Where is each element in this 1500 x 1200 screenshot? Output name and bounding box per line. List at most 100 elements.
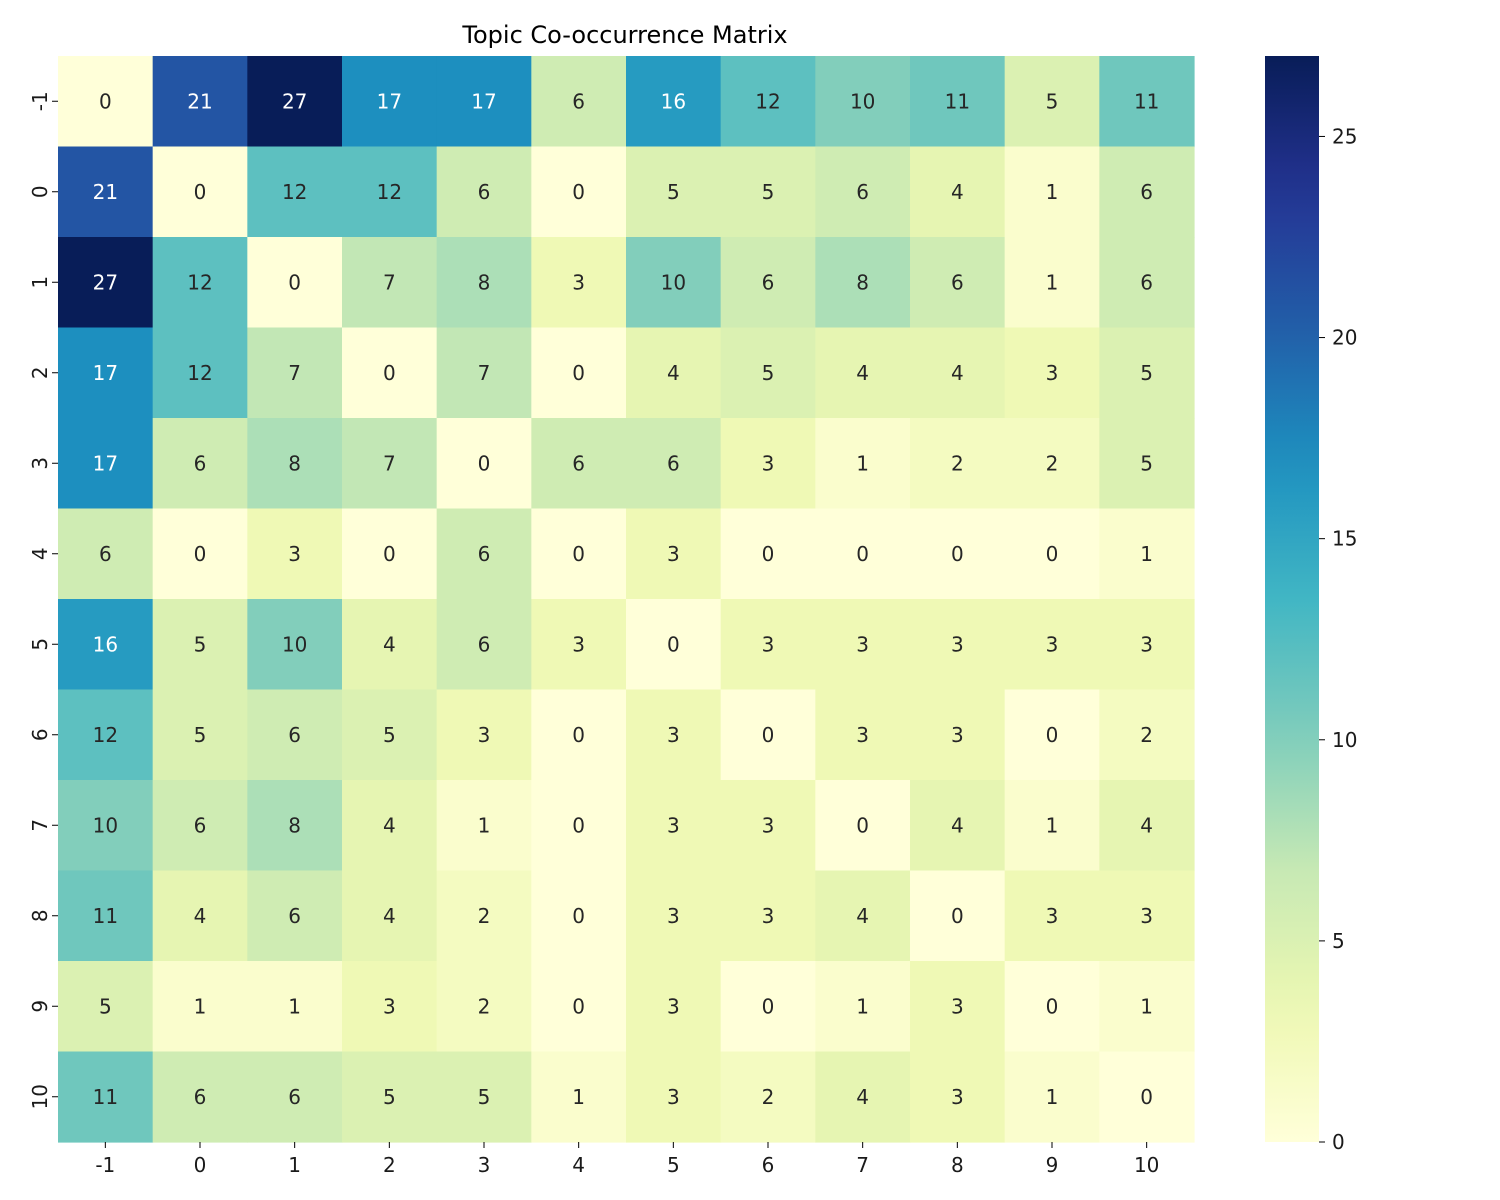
cell-2-8: [910, 327, 1006, 419]
cell-value-label: 6: [667, 451, 680, 475]
cell-5-10: [1099, 599, 1195, 691]
cell-7-0: [152, 780, 248, 872]
colorbar-tick-label: 20: [1332, 326, 1357, 350]
cell-value-label: 3: [1140, 632, 1153, 656]
cell-0-1: [247, 146, 343, 238]
cell-value-label: 6: [194, 1085, 207, 1109]
cell-value-label: 2: [762, 1085, 775, 1109]
cell-value-label: 6: [762, 270, 775, 294]
cell-value-label: 3: [951, 723, 964, 747]
cell-1-4: [531, 237, 627, 329]
cell-3-3: [436, 418, 532, 510]
cell-value-label: 5: [1140, 451, 1153, 475]
cell-10-9: [1004, 1051, 1100, 1143]
cell-value-label: 1: [856, 994, 869, 1018]
cell-0-8: [910, 146, 1006, 238]
cell-value-label: 0: [951, 904, 964, 928]
cell-7--1: [58, 780, 154, 872]
y-tick-label: 8: [28, 909, 52, 922]
cell-1-5: [626, 237, 722, 329]
cell-value-label: 5: [478, 1085, 491, 1109]
cell-value-label: 2: [1140, 723, 1153, 747]
cell-6-8: [910, 689, 1006, 781]
cell-value-label: 3: [951, 1085, 964, 1109]
cell-1-10: [1099, 237, 1195, 329]
cell-4-5: [626, 508, 722, 600]
cell-value-label: 27: [282, 89, 307, 113]
x-tick-label: 5: [667, 1153, 680, 1177]
cell-8-5: [626, 870, 722, 962]
cell-0-9: [1004, 146, 1100, 238]
x-tick-label: 1: [288, 1153, 301, 1177]
cell-2-10: [1099, 327, 1195, 419]
cell-value-label: 1: [1046, 1085, 1059, 1109]
cell-10-4: [531, 1051, 627, 1143]
x-tick-label: 6: [762, 1153, 775, 1177]
cell-value-label: 1: [572, 1085, 585, 1109]
cell-4-8: [910, 508, 1006, 600]
cell-value-label: 7: [383, 270, 396, 294]
cell-10-3: [436, 1051, 532, 1143]
cell-9-0: [152, 961, 248, 1053]
cell-value-label: 3: [856, 723, 869, 747]
cell-value-label: 11: [93, 1085, 118, 1109]
cell-value-label: 0: [288, 270, 301, 294]
cell-value-label: 12: [187, 361, 212, 385]
cell-value-label: 4: [856, 1085, 869, 1109]
cell-value-label: 3: [572, 270, 585, 294]
cell-value-label: 1: [856, 451, 869, 475]
cell-value-label: 5: [667, 180, 680, 204]
chart-title: Topic Co-occurrence Matrix: [461, 21, 787, 49]
cell-4-9: [1004, 508, 1100, 600]
y-tick-label: 4: [28, 547, 52, 560]
y-tick-label: 9: [28, 1000, 52, 1013]
cell-1-6: [720, 237, 816, 329]
cell-value-label: 21: [187, 89, 212, 113]
cell-value-label: 16: [661, 89, 686, 113]
cell-4--1: [58, 508, 154, 600]
cell-value-label: 10: [282, 632, 307, 656]
cell--1-6: [720, 56, 816, 148]
cell-1-9: [1004, 237, 1100, 329]
cell-7-5: [626, 780, 722, 872]
cell-value-label: 3: [762, 632, 775, 656]
cell-value-label: 3: [667, 542, 680, 566]
cell-value-label: 6: [856, 180, 869, 204]
cell-10-5: [626, 1051, 722, 1143]
y-tick-label: 1: [28, 276, 52, 289]
cell-value-label: 3: [1046, 632, 1059, 656]
cell--1-2: [342, 56, 438, 148]
cell-2-7: [815, 327, 911, 419]
cell-3-10: [1099, 418, 1195, 510]
cell-value-label: 5: [762, 180, 775, 204]
cell-value-label: 0: [194, 542, 207, 566]
cell-2-5: [626, 327, 722, 419]
cell-value-label: 0: [1140, 1085, 1153, 1109]
cell-value-label: 12: [755, 89, 780, 113]
cell-value-label: 7: [288, 361, 301, 385]
cell-value-label: 4: [951, 813, 964, 837]
cell-value-label: 2: [478, 994, 491, 1018]
cell-value-label: 6: [194, 813, 207, 837]
cell-value-label: 0: [951, 542, 964, 566]
cell-2-2: [342, 327, 438, 419]
cell--1-4: [531, 56, 627, 148]
cell-3-9: [1004, 418, 1100, 510]
y-tick-label: 5: [28, 638, 52, 651]
cell-value-label: 4: [383, 813, 396, 837]
cell-value-label: 12: [187, 270, 212, 294]
cell-1-7: [815, 237, 911, 329]
cell-value-label: 12: [93, 723, 118, 747]
cell-4-6: [720, 508, 816, 600]
cell-7-3: [436, 780, 532, 872]
cell-value-label: 5: [383, 1085, 396, 1109]
cell-6-7: [815, 689, 911, 781]
cell-4-10: [1099, 508, 1195, 600]
cell-value-label: 0: [383, 542, 396, 566]
cell-3-7: [815, 418, 911, 510]
cell-value-label: 10: [850, 89, 875, 113]
cell-10-6: [720, 1051, 816, 1143]
colorbar-tick-label: 15: [1332, 527, 1357, 551]
cell-9--1: [58, 961, 154, 1053]
cell-6-9: [1004, 689, 1100, 781]
